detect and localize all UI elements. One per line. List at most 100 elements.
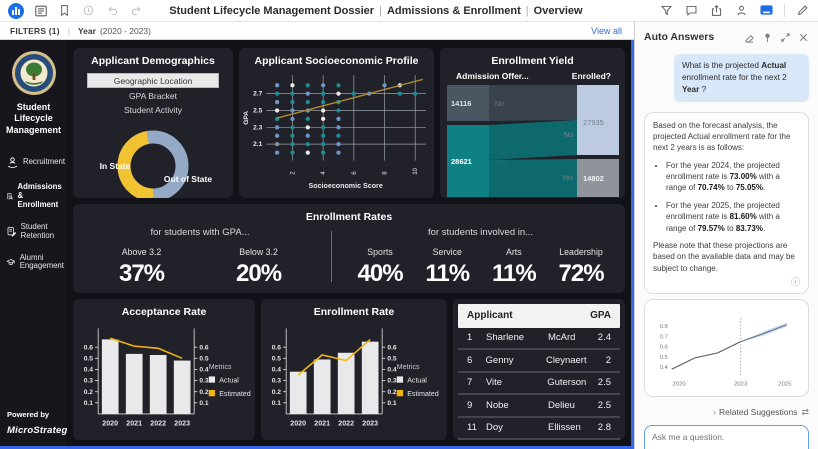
- stat-value: 11%: [425, 260, 470, 287]
- stat-leadership[interactable]: Leadership 72%: [549, 247, 614, 288]
- stat-value: 11%: [491, 260, 537, 287]
- svg-text:Estimated: Estimated: [219, 390, 251, 398]
- svg-text:0.1: 0.1: [272, 399, 282, 406]
- bookmark-icon[interactable]: [57, 3, 72, 18]
- panel-title: Enrollment Rates: [305, 211, 393, 223]
- svg-text:28621: 28621: [451, 157, 472, 166]
- applicant-last-name: Ellissen: [548, 422, 581, 434]
- sidebar-item-admissions-enrollment[interactable]: Admissions & Enrollment: [0, 180, 67, 213]
- socioeconomic-scatter-chart[interactable]: 2 4 6 8 10 2.1 2.3 2.5 2.7 GPA Socioeconomic Score: [239, 67, 434, 191]
- svg-text:0.7: 0.7: [660, 334, 668, 340]
- applicant-gpa: 2: [605, 354, 611, 366]
- forecast-line-chart[interactable]: 0.4 0.5 0.6 0.7 0.8 2020 2023 2025: [647, 303, 806, 395]
- svg-text:GPA: GPA: [243, 111, 250, 125]
- table-row[interactable]: 7 Vite Guterson 2.5: [458, 373, 620, 395]
- expand-icon[interactable]: [780, 32, 791, 43]
- title-part: Admissions & Enrollment: [386, 4, 521, 17]
- svg-text:4: 4: [320, 171, 327, 175]
- table-row[interactable]: 1 Sharlene McArd 2.4: [458, 328, 620, 350]
- demographics-donut-chart[interactable]: In State Out of State: [73, 116, 233, 198]
- table-row[interactable]: 11 Doy Ellissen 2.8: [458, 418, 620, 440]
- svg-text:2.7: 2.7: [253, 91, 262, 98]
- svg-text:2.5: 2.5: [253, 108, 262, 115]
- table-row[interactable]: 9 Nobe Delieu 2.5: [458, 395, 620, 418]
- rates-caption: for students with GPA...: [150, 227, 250, 238]
- clear-icon[interactable]: [744, 32, 755, 43]
- svg-text:0.1: 0.1: [199, 399, 209, 406]
- info-icon[interactable]: ⓘ: [790, 276, 800, 287]
- svg-text:Socioeconomic Score: Socioeconomic Score: [309, 182, 383, 190]
- close-icon[interactable]: [798, 32, 809, 43]
- table-row[interactable]: 6 Genny Cleynaert 2: [458, 350, 620, 373]
- filter-icon[interactable]: [659, 3, 674, 18]
- related-suggestions-link[interactable]: › Related Suggestions ⇄: [644, 407, 809, 418]
- svg-text:0.1: 0.1: [84, 399, 94, 406]
- svg-text:2021: 2021: [314, 419, 330, 427]
- svg-text:0.2: 0.2: [84, 388, 94, 395]
- demographic-option-student-activity[interactable]: Student Activity: [123, 104, 183, 115]
- svg-text:0.2: 0.2: [272, 388, 282, 395]
- view-all-link[interactable]: View all: [591, 25, 622, 36]
- powered-by-label: Powered by: [7, 410, 50, 419]
- stat-label: Arts: [505, 247, 522, 257]
- undo-icon[interactable]: [105, 3, 120, 18]
- svg-text:0.6: 0.6: [199, 344, 209, 351]
- stat-label: Above 3.2: [121, 247, 162, 257]
- panel-title: Applicant Demographics: [91, 55, 215, 67]
- stat-below-3-2[interactable]: Below 3.2 20%: [226, 247, 291, 288]
- answer-intro: Based on the forecast analysis, the proj…: [653, 120, 791, 153]
- sidebar-item-recruitment[interactable]: Recruitment: [0, 152, 67, 173]
- enrollment-yield-sankey-chart[interactable]: 14116 No 28621 Yes No 27935 Yes 14802: [440, 85, 625, 197]
- bot-panel-icon[interactable]: [759, 3, 774, 18]
- filter-name[interactable]: Year: [77, 25, 96, 36]
- svg-text:0.6: 0.6: [84, 344, 94, 351]
- comment-icon[interactable]: [684, 3, 699, 18]
- sidebar-item-alumni-engagement[interactable]: Alumni Engagement: [0, 251, 67, 275]
- svg-text:In State: In State: [100, 161, 131, 171]
- top-toolbar: Student Lifecycle Management Dossier | Adm…: [0, 0, 818, 22]
- svg-text:0.4: 0.4: [199, 366, 209, 373]
- history-icon[interactable]: [81, 3, 96, 18]
- applicant-gpa: 2.4: [597, 332, 611, 344]
- user-question-bubble: What is the projected Actual enrollment …: [674, 54, 809, 102]
- microstrategy-logo[interactable]: [8, 2, 24, 19]
- stat-value: 20%: [236, 260, 282, 287]
- stat-sports[interactable]: Sports 40%: [348, 247, 413, 288]
- edit-icon[interactable]: [795, 3, 810, 18]
- svg-text:Actual: Actual: [407, 376, 427, 384]
- stat-arts[interactable]: Arts 11%: [482, 247, 546, 288]
- applicant-table-panel: Applicant GPA 1 Sharlene McArd 2.4 6 Genny Cle…: [453, 298, 625, 440]
- acceptance-rate-chart[interactable]: 0.1 0.1 0.2 0.2 0.3 0.3 0.4 0.4 0.5 0.5 0.6 0.6 2020…: [73, 318, 255, 439]
- svg-text:2.3: 2.3: [253, 124, 262, 131]
- stat-above-3-2[interactable]: Above 3.2 37%: [109, 247, 174, 288]
- svg-text:2023: 2023: [174, 419, 190, 427]
- svg-text:0.3: 0.3: [272, 377, 282, 384]
- enrollment-rate-chart[interactable]: 0.1 0.1 0.2 0.2 0.3 0.3 0.4 0.4 0.5 0.5 0.6 0.6 2020…: [261, 318, 447, 439]
- demographic-option-gpa-bracket[interactable]: GPA Bracket: [128, 90, 178, 101]
- applicant-last-name: McArd: [548, 332, 576, 344]
- applicant-first-name: Doy: [486, 422, 503, 434]
- pin-icon[interactable]: [762, 32, 773, 43]
- filter-value[interactable]: (2020 - 2023): [99, 25, 151, 36]
- svg-text:6: 6: [351, 171, 358, 175]
- user-icon[interactable]: [734, 3, 749, 18]
- stat-service[interactable]: Service 11%: [415, 247, 479, 288]
- enrollment-rate-panel: Enrollment Rate 0.1 0.1 0.2 0.2 0.3 0.3 0.4 0.4…: [261, 298, 447, 440]
- answer-bullets: For the year 2024, the projected enrollm…: [653, 160, 800, 234]
- demographic-option-geographic-location[interactable]: Geographic Location: [87, 73, 219, 88]
- contents-icon[interactable]: [33, 3, 48, 18]
- gpa-column-header[interactable]: GPA: [590, 310, 611, 321]
- app-title: Student Lifecycle Management: [5, 102, 61, 135]
- applicant-column-header[interactable]: Applicant: [467, 310, 513, 321]
- filters-label[interactable]: FILTERS (1): [10, 25, 60, 36]
- svg-text:0.3: 0.3: [199, 377, 209, 384]
- ask-question-input[interactable]: [652, 431, 801, 449]
- yield-right-header: Enrolled?: [571, 71, 611, 81]
- sidebar-item-student-retention[interactable]: Student Retention: [0, 220, 67, 244]
- title-separator: |: [525, 4, 529, 17]
- svg-text:0.5: 0.5: [199, 355, 209, 362]
- title-part: Student Lifecycle Management Dossier: [169, 4, 375, 17]
- toolbar-divider: [784, 4, 785, 17]
- redo-icon[interactable]: [129, 3, 144, 18]
- share-icon[interactable]: [709, 3, 724, 18]
